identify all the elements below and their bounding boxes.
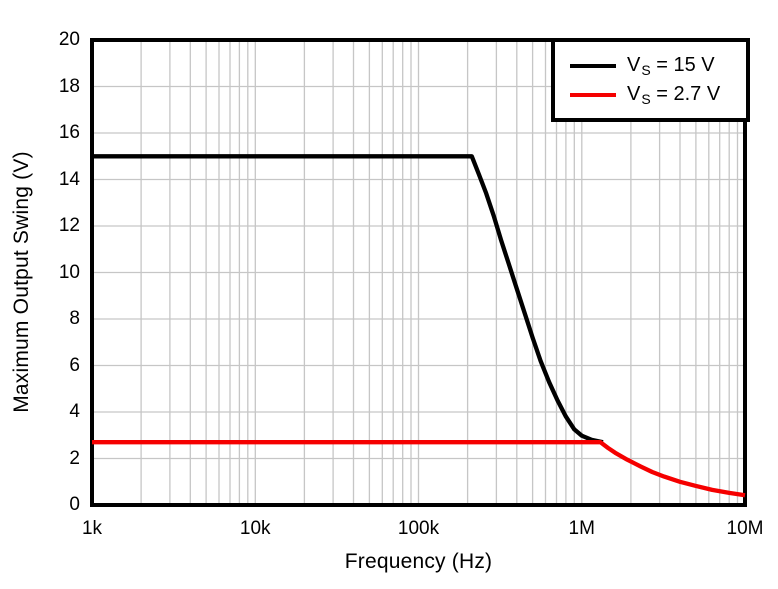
- x-axis-title: Frequency (Hz): [344, 550, 493, 573]
- y-tick-label: 2: [69, 447, 80, 469]
- legend-label-vs15: VS = 15 V: [627, 54, 715, 78]
- x-tick-label: 1k: [81, 518, 103, 539]
- legend-swatch-vs27-line: [570, 92, 616, 97]
- y-tick-label: 18: [58, 75, 80, 97]
- legend: VS = 15 V VS = 2.7 V: [551, 38, 750, 122]
- legend-label-vs27: VS = 2.7 V: [627, 83, 721, 107]
- x-tick-label: 1M: [568, 518, 595, 539]
- y-tick-label: 12: [58, 215, 80, 236]
- y-tick-label: 8: [69, 308, 80, 329]
- y-tick-label: 4: [69, 401, 80, 422]
- x-tick-label: 100k: [397, 518, 440, 539]
- curve-vs27: [92, 440, 746, 498]
- y-tick-label: 20: [58, 29, 80, 50]
- legend-swatch-vs15-line: [570, 63, 616, 68]
- legend-item-vs15: VS = 15 V: [555, 51, 746, 80]
- curve-vs15: [92, 154, 604, 445]
- legend-item-vs27: VS = 2.7 V: [555, 80, 746, 109]
- y-tick-label: 6: [69, 354, 80, 376]
- y-axis-title: Maximum Output Swing (V): [10, 151, 33, 413]
- y-tick-label: 16: [58, 122, 80, 143]
- series-curves: [92, 154, 746, 498]
- x-tick-label: 10k: [239, 518, 271, 539]
- x-tick-label: 10M: [726, 518, 764, 539]
- plot-border: [90, 38, 747, 507]
- y-tick-label: 14: [58, 168, 80, 190]
- y-tick-label: 10: [58, 261, 80, 283]
- y-tick-label: 0: [69, 494, 80, 515]
- gridlines: [92, 40, 745, 505]
